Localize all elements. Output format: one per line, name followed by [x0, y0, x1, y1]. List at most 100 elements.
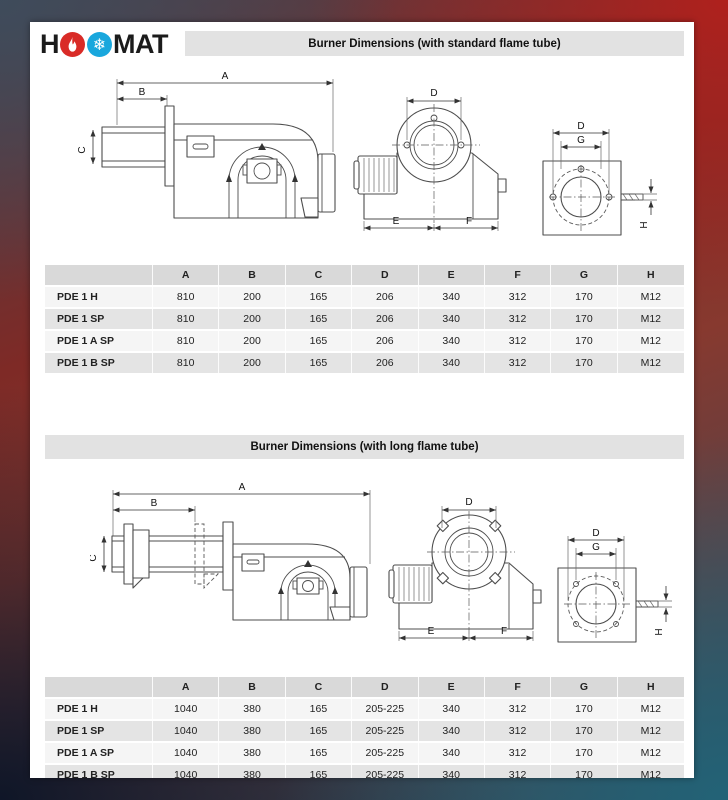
table-row: PDE 1 H 810 200 165 206 340 312 170 M12: [45, 287, 684, 307]
cell: 1040: [153, 721, 220, 741]
table-row: PDE 1 A SP 810 200 165 206 340 312 170 M…: [45, 331, 684, 351]
cell: 380: [219, 699, 286, 719]
cell: 170: [551, 287, 618, 307]
table-row: PDE 1 B SP 810 200 165 206 340 312 170 M…: [45, 353, 684, 373]
header-cell: A: [153, 265, 220, 285]
cell: 165: [285, 743, 353, 763]
dim-label: F: [501, 626, 507, 637]
cell: 200: [219, 309, 286, 329]
header-cell: G: [551, 677, 618, 697]
table-header-row: A B C D E F G H: [45, 265, 684, 285]
cell: 312: [484, 765, 552, 778]
page-header: H ❄ MAT Burner Dimensions (with standard…: [40, 28, 684, 61]
dim-label: D: [592, 528, 599, 539]
header-cell: H: [617, 677, 684, 697]
header-cell: B: [219, 677, 286, 697]
cell: 340: [418, 353, 485, 373]
dim-label: E: [428, 626, 435, 637]
header-cell: C: [285, 265, 353, 285]
model-cell: PDE 1 H: [45, 287, 153, 307]
cell: 165: [285, 699, 353, 719]
dim-label: D: [465, 497, 472, 508]
cell: 205-225: [352, 743, 419, 763]
header-cell: B: [219, 265, 286, 285]
header-model: [45, 265, 153, 285]
cell: M12: [617, 699, 684, 719]
table-row: PDE 1 A SP 1040 380 165 205-225 340 312 …: [45, 743, 684, 763]
cell: 810: [153, 353, 220, 373]
header-cell: E: [418, 265, 485, 285]
dim-label: E: [393, 216, 400, 227]
cell: M12: [617, 331, 684, 351]
cell: M12: [617, 743, 684, 763]
dim-label: B: [151, 498, 158, 509]
model-cell: PDE 1 B SP: [45, 353, 153, 373]
cell: 380: [219, 743, 286, 763]
header-model: [45, 677, 153, 697]
cell: 1040: [153, 699, 220, 719]
header-cell: A: [153, 677, 220, 697]
dim-label: D: [577, 121, 584, 132]
table-row: PDE 1 H 1040 380 165 205-225 340 312 170…: [45, 699, 684, 719]
drawing-front-standard: D E F: [353, 88, 507, 231]
cell: 312: [484, 743, 552, 763]
header-cell: G: [551, 265, 618, 285]
cell: M12: [617, 353, 684, 373]
drawing-rear-standard: D G H: [542, 121, 657, 236]
cell: 200: [219, 331, 286, 351]
header-cell: E: [418, 677, 485, 697]
cell: 206: [352, 353, 419, 373]
drawing-side-standard: A B C: [77, 71, 336, 219]
drawings-standard: A B C: [30, 61, 694, 257]
cell: M12: [617, 721, 684, 741]
model-cell: PDE 1 H: [45, 699, 153, 719]
dim-label: H: [654, 628, 665, 635]
table-header-row: A B C D E F G H: [45, 677, 684, 697]
cell: 170: [551, 721, 618, 741]
cell: 170: [551, 699, 618, 719]
dim-label: A: [239, 482, 246, 493]
document-page: H ❄ MAT Burner Dimensions (with standard…: [30, 22, 694, 778]
cell: 340: [418, 331, 485, 351]
header-cell: F: [484, 265, 552, 285]
cell: 1040: [153, 743, 220, 763]
dimensions-table-long: A B C D E F G H PDE 1 H 1040 380 165 205…: [45, 675, 684, 778]
cell: 165: [285, 331, 353, 351]
model-cell: PDE 1 B SP: [45, 765, 153, 778]
model-cell: PDE 1 A SP: [45, 743, 153, 763]
cell: 170: [551, 765, 618, 778]
cell: 170: [551, 743, 618, 763]
header-cell: F: [484, 677, 552, 697]
header-cell: H: [617, 265, 684, 285]
cell: 165: [285, 309, 353, 329]
cell: 165: [285, 353, 353, 373]
cell: 205-225: [352, 765, 419, 778]
drawing-rear-long: D G H: [557, 528, 672, 643]
cell: 340: [418, 743, 485, 763]
section-1-title: Burner Dimensions (with standard flame t…: [185, 31, 684, 56]
dim-label: B: [139, 87, 146, 98]
logo-text-h: H: [40, 29, 60, 59]
cell: 165: [285, 721, 353, 741]
cell: 165: [285, 287, 353, 307]
dim-label: C: [90, 554, 99, 561]
cell: 170: [551, 331, 618, 351]
cell: 340: [418, 699, 485, 719]
cell: 810: [153, 331, 220, 351]
header-cell: D: [352, 677, 419, 697]
dim-label: F: [466, 216, 472, 227]
section-2-title: Burner Dimensions (with long flame tube): [45, 435, 684, 459]
drawing-side-long: A B C: [90, 482, 371, 621]
cell: 1040: [153, 765, 220, 778]
dimensions-table-standard: A B C D E F G H PDE 1 H 810 200 165 206 …: [45, 263, 684, 375]
header-cell: C: [285, 677, 353, 697]
cell: 200: [219, 353, 286, 373]
table-row: PDE 1 SP 1040 380 165 205-225 340 312 17…: [45, 721, 684, 741]
cell: 170: [551, 353, 618, 373]
cell: 170: [551, 309, 618, 329]
cell: M12: [617, 287, 684, 307]
cell: 205-225: [352, 721, 419, 741]
dim-label: A: [222, 71, 229, 82]
dim-label: H: [639, 221, 650, 228]
cell: 200: [219, 287, 286, 307]
